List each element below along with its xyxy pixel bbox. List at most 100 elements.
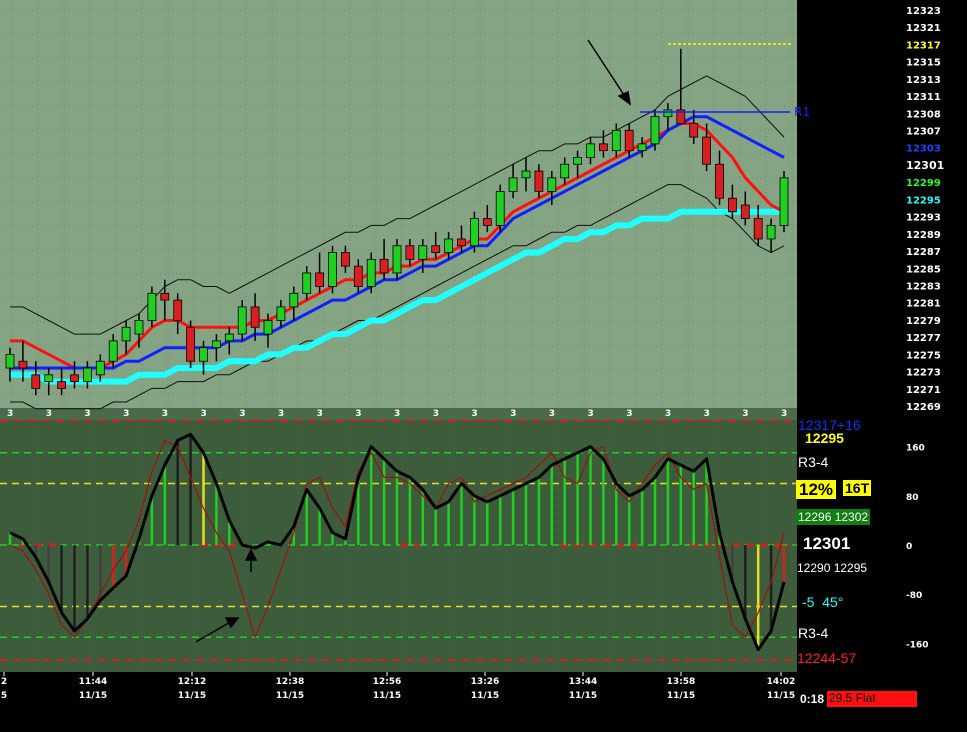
candle-body — [521, 170, 531, 179]
candle-body — [444, 238, 454, 253]
oscillator-level-lines — [0, 420, 797, 661]
time-axis-label: 12:38 — [276, 677, 305, 687]
candle-body — [315, 272, 325, 287]
bar-marker-label: 3 — [162, 409, 168, 419]
candle-body — [779, 177, 789, 226]
candle-body — [160, 292, 170, 301]
bar-marker-label: 3 — [433, 409, 439, 419]
oscillator-histogram — [8, 434, 786, 650]
price-axis-label: 12311 — [906, 92, 941, 103]
lower-envelope-line — [10, 184, 785, 410]
candle-body — [31, 374, 41, 389]
price-axis-label: 12293 — [906, 213, 941, 224]
time-axis-label: 12:56 — [373, 677, 402, 687]
time-axis: 2 5 11:44 11/15 12:12 11/15 12:38 11/15 12:56 11/… — [1, 672, 795, 701]
candle-body — [573, 157, 582, 165]
bar-marker-label: 3 — [549, 409, 555, 419]
candle-body — [495, 191, 505, 226]
oscillator-axis-label: 160 — [906, 444, 925, 454]
osc-mid-price: 12301 — [803, 534, 851, 553]
price-axis-label: 12299 — [906, 178, 941, 189]
candle-body — [328, 252, 337, 287]
price-axis-label: 12313 — [906, 75, 941, 86]
candle-body — [186, 326, 196, 362]
candle-body — [637, 143, 647, 152]
oscillator-axis-label: 0 — [906, 542, 912, 552]
candle-body — [276, 306, 286, 321]
percent-badge: 12% — [796, 480, 837, 499]
bar-marker-label: 3 — [626, 409, 632, 419]
price-axis-label: 12269 — [906, 402, 941, 413]
oscillator-main-line — [9, 432, 786, 651]
candle-body — [624, 129, 634, 152]
date-axis-label: 11/15 — [569, 691, 597, 701]
time-axis-label: 13:44 — [569, 677, 598, 687]
date-axis-label: 11/15 — [767, 691, 795, 701]
osc-top-price: 12295 — [805, 430, 844, 446]
price-axis-label: 12317 — [906, 40, 941, 51]
candle-body — [586, 143, 595, 158]
oscillator-lines — [9, 432, 786, 651]
candle-body — [108, 340, 118, 362]
candle-body — [199, 347, 208, 362]
candle-body — [44, 374, 54, 383]
bar-marker-label: 3 — [84, 409, 90, 419]
time-axis-label: 14:02 — [767, 677, 796, 687]
price-axis-label: 12315 — [906, 58, 941, 69]
candle-body — [418, 245, 428, 260]
price-axis-label: 12323 — [906, 6, 941, 17]
price-axis-label: 12275 — [906, 350, 941, 361]
oscillator-axis-label: -80 — [906, 591, 922, 601]
date-axis-label: 11/15 — [667, 691, 695, 701]
candle-body — [95, 360, 105, 376]
candle-body — [469, 218, 479, 247]
price-axis-label: 12285 — [906, 264, 941, 275]
bar-marker-label: 3 — [317, 409, 323, 419]
bar-markers: 3 3 3 3 3 3 3 3 3 3 3 3 3 3 3 3 3 3 3 3 3 — [7, 409, 787, 419]
low-price-pair: 12290 12295 — [797, 561, 868, 575]
candle-body — [715, 163, 724, 199]
candle-body — [560, 163, 570, 179]
candle-body — [457, 238, 466, 247]
candle-body — [547, 177, 557, 192]
candle-body — [431, 245, 441, 253]
price-axis-label: 12295 — [906, 195, 941, 206]
candle-body — [392, 245, 402, 274]
oscillator-axis-label: -160 — [906, 640, 929, 650]
chart-annotations: R1 — [195, 39, 810, 643]
osc-bottom-red-readout: 12244-57 — [797, 650, 857, 666]
position-status-badge: 29.5 Flat — [827, 691, 917, 707]
time-axis-label: 13:58 — [667, 677, 696, 687]
time-axis-label: 11:44 — [79, 677, 108, 687]
price-axis-label: 12289 — [906, 230, 941, 241]
oscillator-axis-label: 80 — [906, 493, 919, 503]
oscillator-axis: 160 80 0 -80 -160 — [906, 444, 929, 651]
bar-marker-label: 3 — [665, 409, 671, 419]
price-axis-label: 12283 — [906, 281, 941, 292]
ticks-badge: 16T — [843, 480, 872, 496]
candle-body — [340, 252, 350, 267]
candle-body — [353, 265, 363, 287]
price-axis: 12323 12321 12317 12315 12313 12311 12308 12307… — [906, 6, 944, 413]
price-axis-label: 12277 — [906, 333, 941, 344]
candle-body — [147, 292, 157, 321]
candle-body — [224, 333, 234, 342]
candle-body — [702, 136, 711, 165]
date-axis-label: 11/15 — [79, 691, 107, 701]
bar-marker-label: 3 — [588, 409, 594, 419]
candle-body — [211, 340, 221, 349]
candle-body — [676, 109, 686, 124]
candle-body — [508, 177, 518, 192]
annotation-arrow-icon — [244, 548, 258, 572]
candle-body — [173, 299, 183, 321]
date-axis-label: 5 — [1, 691, 7, 701]
r1-label: R1 — [794, 105, 810, 119]
bar-marker-label: 3 — [781, 409, 787, 419]
countdown-timer: 0:18 — [800, 692, 825, 706]
time-axis-background — [0, 672, 797, 727]
candle-body — [83, 367, 92, 383]
candle-body — [289, 292, 299, 308]
range-pair-badge: 12296 12302 — [796, 509, 871, 525]
candle-body — [366, 258, 376, 287]
